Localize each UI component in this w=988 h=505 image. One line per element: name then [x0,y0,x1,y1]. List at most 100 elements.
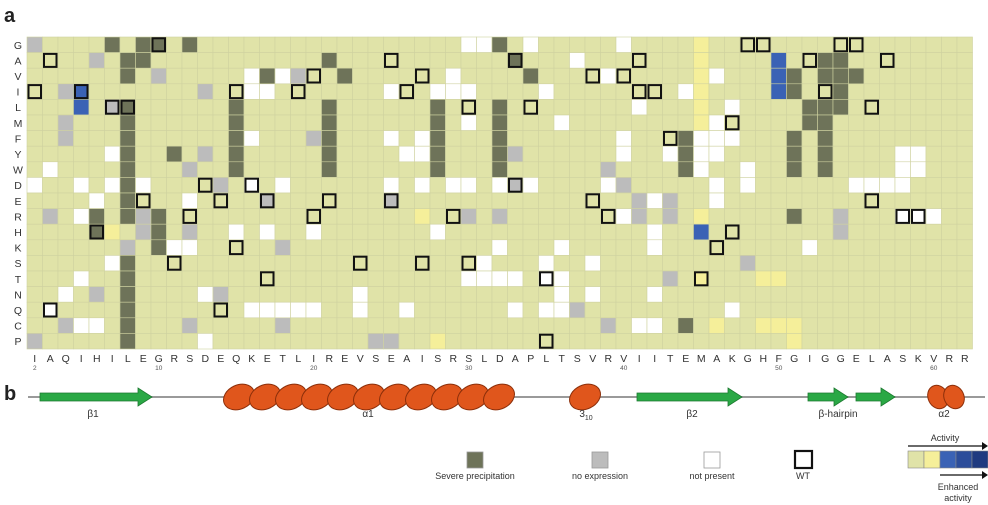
legend-wt-swatch [793,449,814,470]
heatmap-cell [584,130,601,147]
wt-marker [601,208,616,224]
heatmap-cell [925,83,942,100]
heatmap-cell [197,255,214,272]
heatmap-cell [507,83,524,100]
heatmap-cell [460,192,477,209]
heatmap-cell [755,52,772,69]
activity-scale-swatch [923,450,941,469]
heatmap-cell [104,114,121,131]
heatmap-cell [429,286,446,303]
heatmap-cell [848,114,865,131]
heatmap-cell [352,270,369,287]
heatmap-cell [863,161,880,178]
heatmap-cell [212,36,229,53]
heatmap-cell [615,99,632,116]
heatmap-cell [336,177,353,194]
heatmap-cell [460,333,477,350]
heatmap-cell [600,161,617,178]
heatmap-cell [770,177,787,194]
heatmap-cell [259,255,276,272]
heatmap-cell [538,83,555,100]
wt-marker [182,208,197,224]
heatmap-cell [259,333,276,350]
heatmap-cell [538,52,555,69]
heatmap-cell [445,333,462,350]
heatmap-cell [693,114,710,131]
heatmap-cell [522,192,539,209]
heatmap-cell [166,130,183,147]
heatmap-cell [956,301,973,319]
heatmap-cell [243,36,260,53]
heatmap-cell [925,161,942,178]
wt-marker [864,99,879,115]
heatmap-cell [693,67,710,85]
wt-marker [105,99,120,115]
heatmap-cell [879,36,896,53]
heatmap-cell [42,161,59,178]
heatmap-cell [274,36,291,53]
heatmap-cell [321,255,338,272]
wt-marker [260,193,275,209]
heatmap-cell [708,83,725,100]
heatmap-cell [476,145,493,163]
heatmap-cell [429,36,446,53]
heatmap-cell [600,192,617,209]
heatmap-cell [181,333,198,350]
heatmap-cell [212,130,229,147]
heatmap-cell [429,130,446,147]
heatmap-cell [228,301,245,319]
heatmap-cell [259,130,276,147]
heatmap-cell [817,130,834,147]
heatmap-cell [956,52,973,69]
heatmap-cell [894,161,911,178]
heatmap-cell [73,192,90,209]
heatmap-cell [863,145,880,163]
heatmap-cell [460,270,477,287]
heatmap-cell [879,255,896,272]
heatmap-cell [166,83,183,100]
heatmap-cell [197,67,214,85]
heatmap-cell [398,192,415,209]
heatmap-cell [181,255,198,272]
heatmap-cell [553,317,570,334]
heatmap-cell [507,114,524,131]
heatmap-cell [724,255,741,272]
heatmap-cell [600,301,617,319]
heatmap-cell [383,67,400,85]
heatmap-cell [476,317,493,334]
heatmap-cell [770,286,787,303]
heatmap-cell [739,286,756,303]
sequence-residue-label: D [496,353,504,365]
heatmap-cell [228,223,245,241]
heatmap-cell [352,239,369,256]
heatmap-cell [429,301,446,319]
heatmap-cell [724,333,741,350]
heatmap-cell [119,317,136,334]
heatmap-cell [925,286,942,303]
heatmap-cell [305,239,322,256]
heatmap-cell [693,52,710,69]
heatmap-cell [414,145,431,163]
heatmap-cell [352,161,369,178]
heatmap-cell [507,130,524,147]
heatmap-cell [677,99,694,116]
heatmap-cell [181,161,198,178]
heatmap-cell [181,36,198,53]
heatmap-cell [57,333,74,350]
heatmap-cell [398,301,415,319]
ss-label: α1 [362,409,374,420]
heatmap-cell [956,286,973,303]
heatmap-cell [646,177,663,194]
sequence-residue-label: G [155,353,163,365]
heatmap-cell [646,208,663,225]
heatmap-cell [398,255,415,272]
heatmap-cell [26,301,43,319]
heatmap-cell [615,130,632,147]
row-label: R [14,211,22,223]
heatmap-cell [57,114,74,131]
heatmap-cell [677,286,694,303]
heatmap-cell [832,99,849,116]
heatmap-cell [243,67,260,85]
heatmap-cell [73,255,90,272]
heatmap-cell [414,270,431,287]
